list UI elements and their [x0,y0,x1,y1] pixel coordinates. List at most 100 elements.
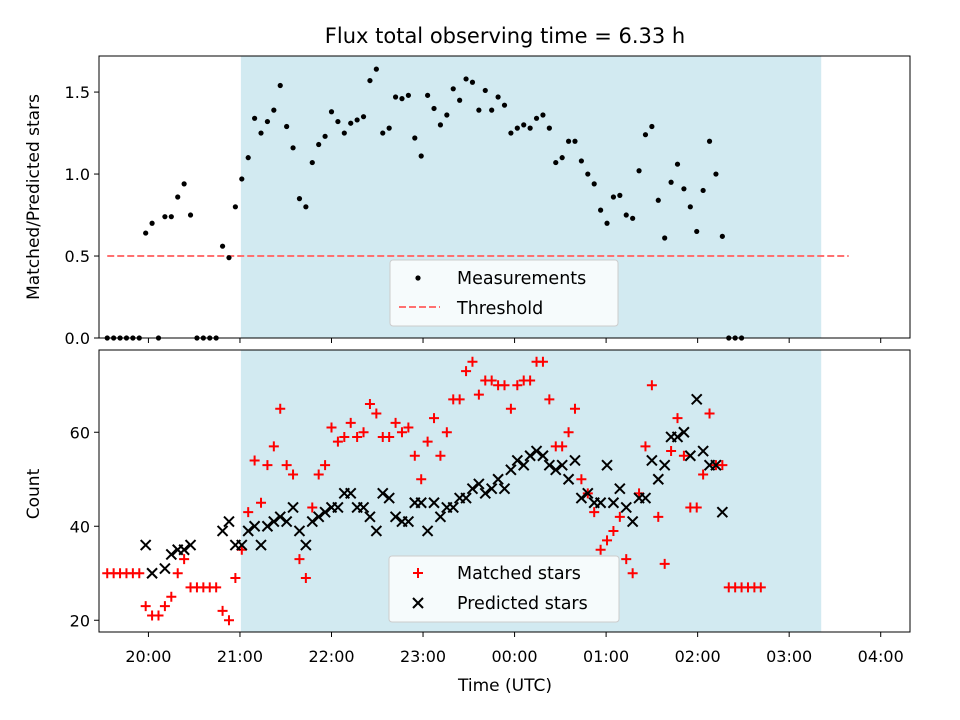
legend-predicted-label: Predicted stars [457,594,588,614]
top-y-tick-label: 1.0 [65,165,90,184]
x-tick-label: 03:00 [766,647,812,666]
matched-stars-point [364,399,375,410]
measurements-point [482,87,488,94]
top-y-tick-label: 0.0 [65,329,90,348]
measurements-point [328,109,335,115]
measurements-point [425,92,431,98]
measurements-point [598,207,604,213]
predicted-stars-point [178,544,190,556]
matched-stars-point [589,507,600,518]
predicted-stars-point [261,520,274,532]
predicted-stars-point [518,459,530,471]
predicted-stars-point [678,426,690,438]
predicted-stars-point [543,459,556,471]
legend-bottom-box [388,555,620,623]
measurements-point [559,155,565,161]
predicted-stars-point [530,445,543,457]
predicted-stars-point [466,482,479,495]
measurements-point [610,194,617,200]
predicted-stars-point [236,539,248,551]
measurements-point [219,243,226,249]
matched-stars-point [256,497,267,508]
matched-stars-point [640,441,651,452]
measurements-point [175,194,181,200]
measurements-point [623,212,629,218]
matched-stars-point [461,366,472,377]
matched-stars-point [602,535,613,546]
matched-stars-point [666,446,677,457]
measurements-point [578,158,584,164]
measurements-point [316,141,322,148]
x-tick-label: 04:00 [858,647,904,666]
measurements-point [655,197,661,203]
predicted-stars-point [652,473,664,485]
matched-stars-point [211,582,222,593]
measurements-point [489,107,495,113]
matched-stars-point [313,469,324,480]
measurements-point [553,159,559,166]
measurements-point [662,235,668,241]
bottom-y-tick-label: 40 [70,517,90,536]
measurements-point [630,215,636,221]
matched-stars-point [512,380,523,391]
predicted-stars-point [165,548,178,561]
predicted-stars-point [293,525,306,537]
measurements-point [437,122,444,128]
predicted-stars-point [691,393,703,406]
measurements-point [309,159,315,166]
measurements-point [521,122,527,128]
x-tick-label: 23:00 [400,647,446,666]
matched-stars-point [166,591,177,602]
measurements-point [713,171,719,177]
matched-stars-point [358,427,369,438]
predicted-stars-point [460,492,472,504]
matched-stars-point [544,394,555,405]
matched-stars-point [505,403,516,414]
matched-stars-point [326,422,337,433]
measurements-point [431,105,437,112]
x-tick-label: 20:00 [125,647,171,666]
measurements-point [546,125,552,131]
matched-stars-point [179,554,190,565]
predicted-stars-point [287,501,299,514]
matched-stars-point [621,554,632,565]
measurements-point [591,181,597,187]
measurements-point [514,125,520,131]
predicted-stars-point [300,539,312,551]
measurements-point [412,135,418,141]
matched-stars-point [486,375,497,386]
x-tick-label: 22:00 [308,647,354,666]
measurements-point [341,130,347,136]
measurements-point [636,168,642,174]
measurements-point [565,138,572,144]
predicted-stars-point [415,497,427,509]
matched-stars-point [698,469,709,480]
matched-stars-point [627,568,638,579]
matched-stars-point [345,417,356,428]
measurements-point [674,161,681,167]
predicted-stars-point [556,459,568,471]
predicted-stars-point [671,431,684,443]
matched-stars-point [653,511,664,522]
predicted-stars-point [511,454,524,467]
measurements-point [450,86,456,92]
matched-stars-point [755,582,766,593]
predicted-stars-point [389,511,402,523]
top-axes-frame [98,55,911,339]
measurements-point [700,187,706,194]
matched-stars-point [416,474,427,485]
measurements-point [168,214,174,220]
measurements-point [322,133,328,139]
matched-stars-point [435,450,446,461]
matched-stars-point [268,441,279,452]
predicted-stars-point [159,562,171,575]
measurements-point [469,79,476,85]
matched-stars-point [441,427,452,438]
predicted-stars-point [562,473,575,485]
predicted-stars-point [370,525,383,537]
matched-stars-point [288,469,299,480]
matched-stars-point [646,380,657,391]
measurements-point [572,138,578,144]
legend-bottom: Matched stars Predicted stars [388,555,620,623]
measurements-point [367,77,373,84]
